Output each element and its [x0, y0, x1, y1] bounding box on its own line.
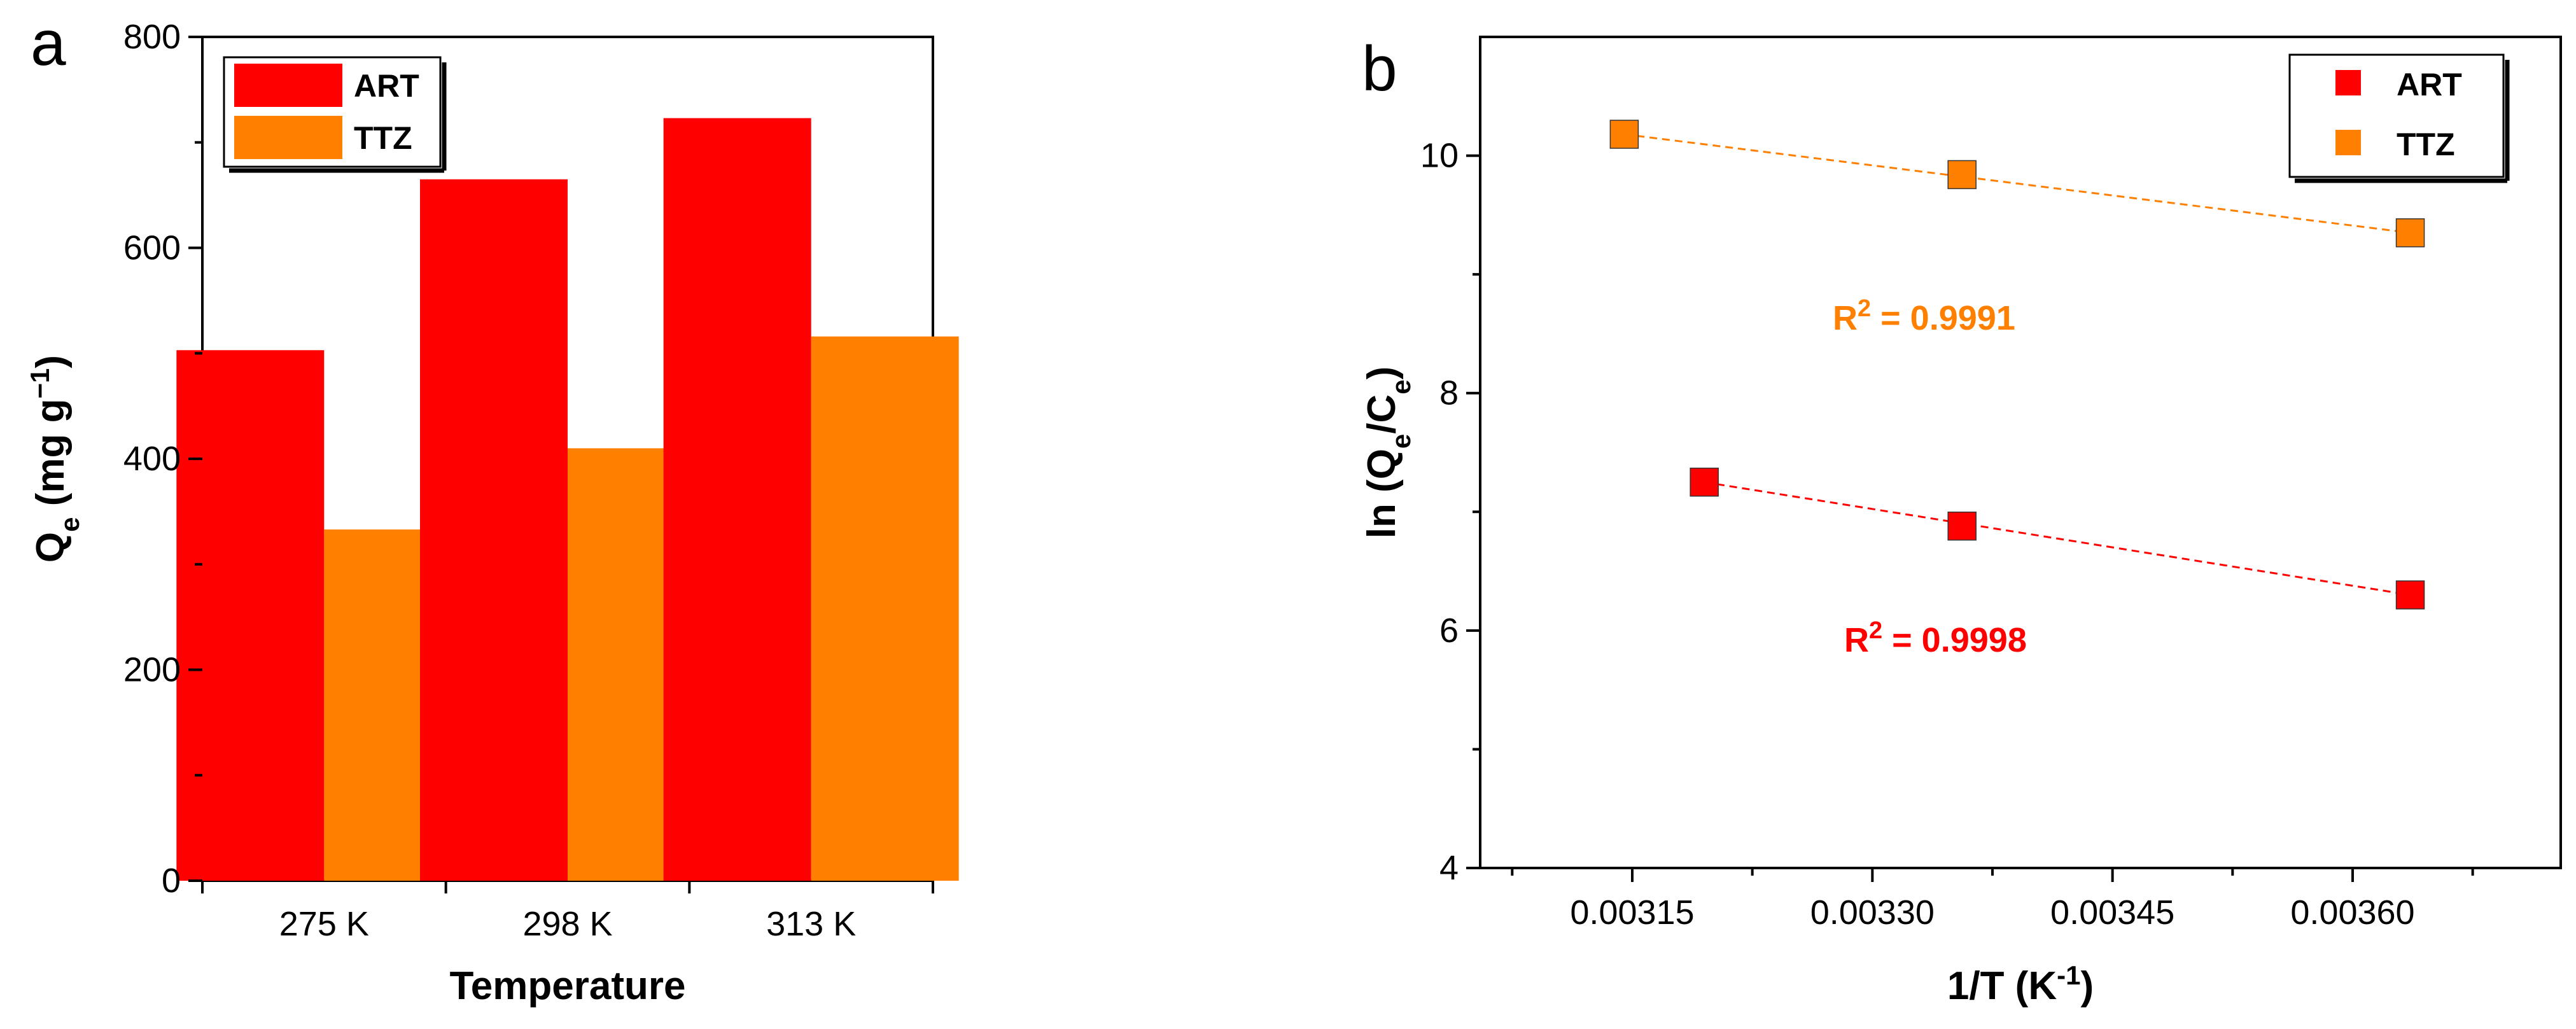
y-tick-label: 0: [162, 862, 181, 900]
ttz-r: R: [1833, 299, 1858, 337]
legend-marker-ttz: [2335, 130, 2361, 155]
ttz-rest: = 0.9991: [1871, 299, 2015, 337]
point-art: [2395, 580, 2425, 610]
panel-a-y-ticks: 0 200 400 600 800: [123, 18, 202, 900]
legend-label-ttz: TTZ: [354, 120, 412, 156]
yb-main: ln (Q: [1360, 449, 1404, 538]
fit-line-ttz: [1624, 133, 2411, 234]
legend-b-label-art: ART: [2397, 67, 2462, 102]
bar-art-313k: [663, 118, 811, 881]
panel-b-x-axis-title: 1/T (K-1): [1947, 960, 2094, 1009]
x-tick-label: 0.00330: [1810, 893, 1935, 932]
legend-swatch-ttz: [234, 116, 342, 159]
point-art: [1690, 467, 1719, 497]
y-tick-label: 600: [123, 229, 181, 267]
xb-end: ): [2080, 964, 2094, 1008]
y-tick-label: 400: [123, 440, 181, 478]
art-rest: = 0.9998: [1882, 621, 2027, 659]
bar-ttz-313k: [811, 336, 959, 881]
y-tick-label: 8: [1439, 374, 1459, 412]
annotation-art-r2: R2 = 0.9998: [1844, 617, 2027, 659]
y-tick-label: 4: [1439, 849, 1459, 887]
y-tick-label: 200: [123, 651, 181, 689]
panel-b-y-axis-title: ln (Qe/Ce): [1360, 367, 1416, 539]
y-tick-label: 10: [1420, 137, 1459, 175]
point-ttz: [2395, 218, 2425, 248]
ya-end: ): [29, 355, 73, 368]
ya-rest: (mg g: [29, 398, 73, 517]
point-art: [1947, 511, 1977, 541]
ya-sup: −1: [25, 368, 55, 399]
bar-art-298k: [420, 179, 568, 881]
x-tick-label: 275 K: [279, 905, 369, 943]
fit-line-art: [1704, 481, 2411, 596]
panel-a-legend: ART TTZ: [223, 56, 447, 173]
x-tick-label: 0.00345: [2050, 893, 2174, 932]
y-tick-label: 800: [123, 18, 181, 56]
panel-a-bars: [176, 118, 959, 881]
panel-b-fit-lines: [1624, 133, 2411, 596]
annotation-ttz-r2: R2 = 0.9991: [1833, 295, 2015, 337]
x-tick-label: 0.00360: [2290, 893, 2414, 932]
legend-marker-art: [2335, 70, 2361, 95]
panel-b: b 4 6 8 10 0.00315 0.00330 0.00345 0.00360 R2 …: [1360, 33, 2562, 1009]
xb-sup: -1: [2057, 960, 2080, 990]
panel-a-x-axis-title: Temperature: [450, 964, 686, 1008]
art-sup: 2: [1869, 617, 1882, 644]
y-tick-label: 6: [1439, 612, 1459, 650]
panel-a-y-axis-title: Qe (mg g−1): [25, 355, 85, 563]
x-tick-label: 313 K: [766, 905, 856, 943]
yb-sub2: e: [1386, 379, 1416, 394]
panel-b-plot-frame: [1479, 36, 2562, 869]
ttz-sup: 2: [1858, 295, 1871, 322]
panel-b-points: [1609, 120, 2425, 610]
art-r: R: [1844, 621, 1869, 659]
bar-art-275k: [176, 350, 325, 881]
legend-b-label-ttz: TTZ: [2397, 127, 2455, 162]
panel-b-label: b: [1362, 33, 1397, 104]
point-ttz: [1947, 160, 1977, 190]
panel-b-legend: ART TTZ: [2288, 53, 2510, 183]
legend-label-art: ART: [354, 68, 419, 104]
yb-mid: /C: [1360, 395, 1404, 434]
x-tick-label: 0.00315: [1570, 893, 1694, 932]
legend-frame-b: [2288, 53, 2505, 178]
ya-main: Q: [29, 532, 73, 563]
x-tick-label: 298 K: [522, 905, 612, 943]
panel-a-x-ticks: 275 K 298 K 313 K: [201, 881, 934, 943]
xb-main: 1/T (K: [1947, 964, 2057, 1008]
ya-sub: e: [55, 517, 85, 531]
panel-a-label: a: [31, 8, 66, 79]
point-ttz: [1609, 120, 1639, 149]
panel-b-y-ticks: 4 6 8 10: [1420, 137, 1480, 887]
panel-b-x-ticks: 0.00315 0.00330 0.00345 0.00360: [1511, 868, 2474, 932]
legend-swatch-art: [234, 64, 342, 107]
yb-sub1: e: [1386, 434, 1416, 449]
yb-end: ): [1360, 367, 1404, 380]
